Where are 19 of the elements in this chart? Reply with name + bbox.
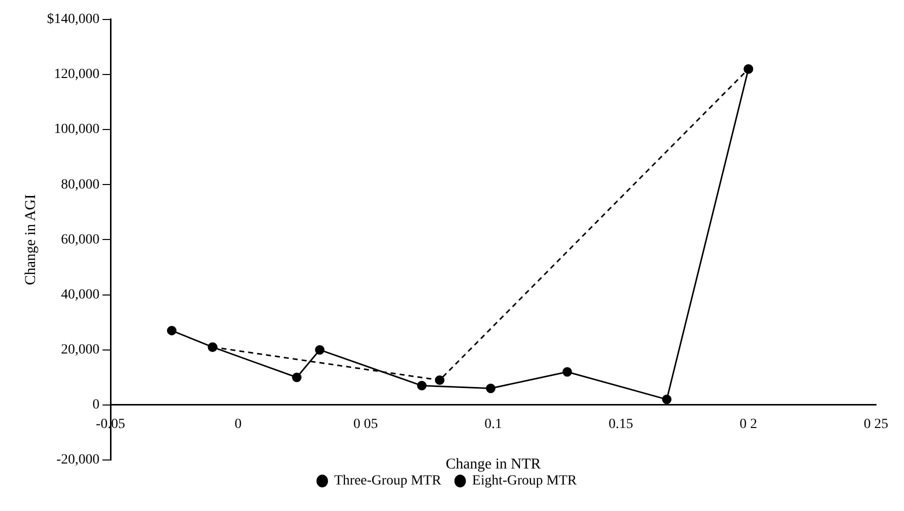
x-tick-label: 0 (234, 416, 242, 432)
y-tick-label: 20,000 (61, 342, 100, 358)
y-tick-label: -20,000 (56, 452, 100, 468)
y-tick-label: $140,000 (47, 12, 100, 28)
x-tick-label: 0.1 (484, 416, 502, 432)
y-tick-label: 40,000 (61, 287, 100, 302)
legend-label: Eight-Group MTR (472, 474, 578, 489)
y-tick-label: 100,000 (54, 122, 100, 138)
y-tick-label: 80,000 (61, 177, 100, 192)
x-tick-label: 0 05 (353, 416, 378, 432)
y-tick-label: 0 (92, 398, 100, 413)
x-tick-label: 0 25 (864, 416, 888, 432)
legend-label: Three-Group MTR (334, 474, 442, 489)
y-axis-title: Change in AGI (22, 194, 39, 286)
x-axis-title: Change in NTR (446, 456, 541, 473)
x-tick-label: 0.15 (608, 416, 634, 432)
x-tick-label: 0 2 (740, 416, 758, 432)
y-tick-label: 60,000 (61, 232, 100, 248)
y-tick-label: 120,000 (54, 67, 100, 82)
